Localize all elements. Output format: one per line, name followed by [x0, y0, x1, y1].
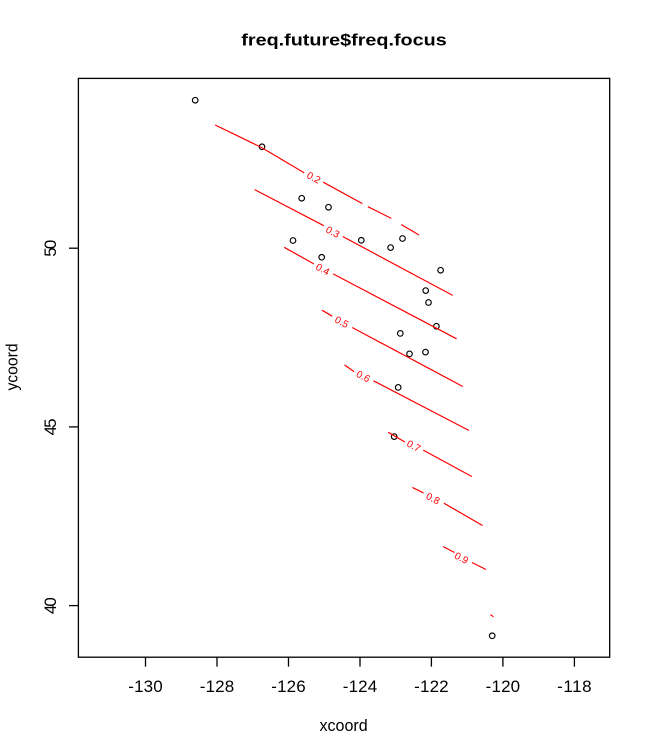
- svg-text:-122: -122: [414, 677, 449, 696]
- svg-text:-120: -120: [486, 677, 521, 696]
- svg-text:ycoord: ycoord: [2, 343, 21, 390]
- svg-text:50: 50: [41, 240, 60, 257]
- svg-text:xcoord: xcoord: [320, 716, 368, 735]
- svg-text:-130: -130: [128, 677, 163, 696]
- svg-text:-118: -118: [557, 677, 592, 696]
- svg-text:-126: -126: [271, 677, 306, 696]
- svg-text:-128: -128: [200, 677, 235, 696]
- svg-text:-124: -124: [343, 677, 378, 696]
- svg-text:freq.future$freq.focus: freq.future$freq.focus: [241, 30, 446, 49]
- svg-text:45: 45: [41, 418, 60, 435]
- svg-text:40: 40: [41, 597, 60, 614]
